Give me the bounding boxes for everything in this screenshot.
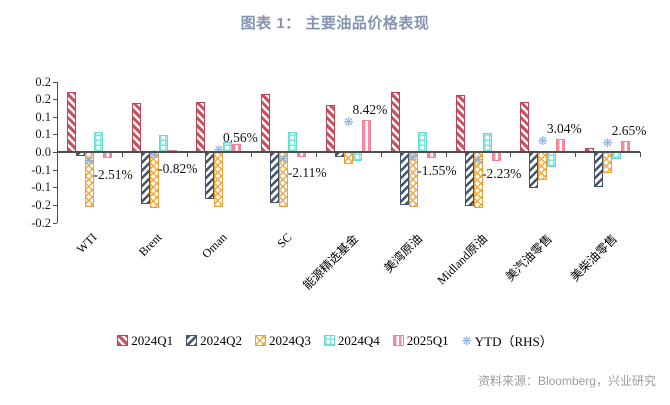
ytd-data-label: -2.11% [287, 165, 327, 181]
2024Q1-bar [455, 94, 465, 152]
2024Q4-bar [482, 132, 492, 152]
y-tick-label: 0.2 [35, 92, 51, 107]
2024Q3-bar [344, 152, 353, 165]
ytd-data-label: 2.65% [611, 122, 647, 138]
2024Q2-bar [594, 152, 604, 187]
ytd-data-label: 3.04% [546, 121, 582, 137]
x-axis-tick [121, 152, 123, 157]
2024Q4-bar [93, 131, 103, 152]
x-axis-tick [186, 152, 188, 157]
legend-item-2024Q4: 2024Q4 [323, 332, 380, 349]
2025Q1-bar [491, 152, 501, 161]
y-tick-label: -0.2 [31, 215, 51, 230]
2024Q3-bar [603, 152, 613, 174]
2024Q4-bar [158, 135, 168, 152]
ytd-data-label: -2.23% [482, 165, 522, 181]
2024Q1-bar [390, 91, 400, 152]
x-axis-tick [316, 152, 318, 157]
y-axis-tick [53, 204, 57, 206]
y-tick-label: -0.2 [31, 197, 51, 212]
legend-label: 2024Q4 [337, 332, 380, 348]
ytd-marker: ❋ [537, 134, 548, 149]
2024Q4-bar [417, 131, 427, 152]
y-axis-tick [53, 134, 57, 136]
y-tick-label: 0.1 [35, 127, 51, 142]
y-tick-label: 0.0 [35, 145, 51, 159]
legend-item-YTDRHS: ❋ YTD（RHS） [462, 331, 553, 350]
2024Q1-bar [520, 102, 530, 152]
y-tick-label: 0.1 [35, 109, 51, 124]
y-axis-tick [53, 152, 57, 153]
x-axis-tick [510, 152, 512, 157]
ytd-data-label: -1.55% [417, 163, 457, 179]
legend-item-2025Q1: 2025Q1 [392, 332, 449, 349]
legend-swatch-icon [323, 335, 335, 346]
ytd-marker: ❋ [602, 135, 613, 150]
y-axis-tick [53, 99, 57, 101]
legend-item-2024Q1: 2024Q1 [117, 333, 173, 349]
ytd-marker: ❋ [84, 153, 95, 168]
ytd-marker: ❋ [278, 152, 289, 167]
ytd-marker: ❋ [149, 147, 160, 162]
legend-item-2024Q3: 2024Q3 [255, 333, 311, 349]
y-tick-label: 0.2 [35, 74, 51, 89]
ytd-data-label: 0.56% [222, 130, 258, 146]
2024Q2-bar [205, 152, 215, 199]
legend-item-2024Q2: 2024Q2 [186, 333, 242, 349]
ytd-marker: ❋ [473, 152, 484, 167]
2024Q2-bar [529, 152, 539, 189]
legend-label: 2024Q3 [269, 332, 311, 348]
x-axis-tick [57, 152, 58, 157]
y-axis-tick [53, 116, 57, 118]
ytd-marker: ❋ [214, 144, 224, 156]
source-note: 资料来源：Bloomberg，兴业研究 [477, 374, 656, 388]
legend-swatch-icon [392, 335, 404, 346]
legend-label: 2025Q1 [406, 332, 449, 348]
x-axis-tick [575, 152, 577, 157]
ytd-data-label: 8.42% [352, 102, 388, 118]
ytd-marker: ❋ [343, 115, 354, 130]
2024Q4-bar [547, 152, 557, 167]
plot-area: 0.2 0.2 0.1 0.1 0.0 -0.1 -0.1 -0.2 -0.2 ❋ -2.51% ❋ -… [31, 74, 647, 292]
legend-swatch-icon [117, 335, 129, 346]
y-axis-tick [53, 169, 57, 171]
y-axis-tick [53, 81, 57, 83]
2024Q3-bar [214, 152, 224, 207]
y-tick-label: -0.1 [31, 180, 51, 195]
ytd-marker: ❋ [408, 150, 419, 165]
y-tick-label: -0.1 [31, 162, 51, 177]
2024Q1-bar [66, 92, 76, 152]
2024Q4-bar [288, 131, 298, 152]
2024Q4-bar [353, 152, 362, 161]
y-axis-tick [53, 222, 57, 224]
x-axis-line [57, 151, 640, 153]
legend-label: 2024Q1 [131, 332, 174, 348]
x-axis-tick [445, 152, 447, 157]
2024Q1-bar [326, 105, 335, 152]
legend-swatch-icon [255, 335, 267, 346]
y-axis-tick [53, 187, 57, 189]
legend-label: 2024Q2 [200, 332, 243, 348]
2024Q1-bar [131, 103, 141, 152]
legend: 2024Q1 2024Q2 2024Q3 2024Q4 2025Q1 ❋ YTD（RHS） [0, 331, 670, 350]
2024Q1-bar [261, 93, 271, 152]
legend-swatch-icon [186, 335, 198, 346]
x-axis-tick [380, 152, 382, 157]
2024Q1-bar [196, 101, 206, 152]
2024Q3-bar [538, 152, 548, 181]
chart-title: 图表 1： 主要油品价格表现 [240, 15, 430, 32]
ytd-data-label: -0.82% [158, 160, 198, 176]
x-axis-tick [640, 152, 641, 157]
2025Q1-bar [362, 119, 371, 152]
x-axis-tick [251, 152, 253, 157]
2024Q4-bar [612, 152, 622, 160]
legend-label: YTD（RHS） [474, 334, 553, 349]
ytd-marker-icon: ❋ [461, 333, 472, 348]
ytd-data-label: -2.51% [93, 166, 133, 182]
